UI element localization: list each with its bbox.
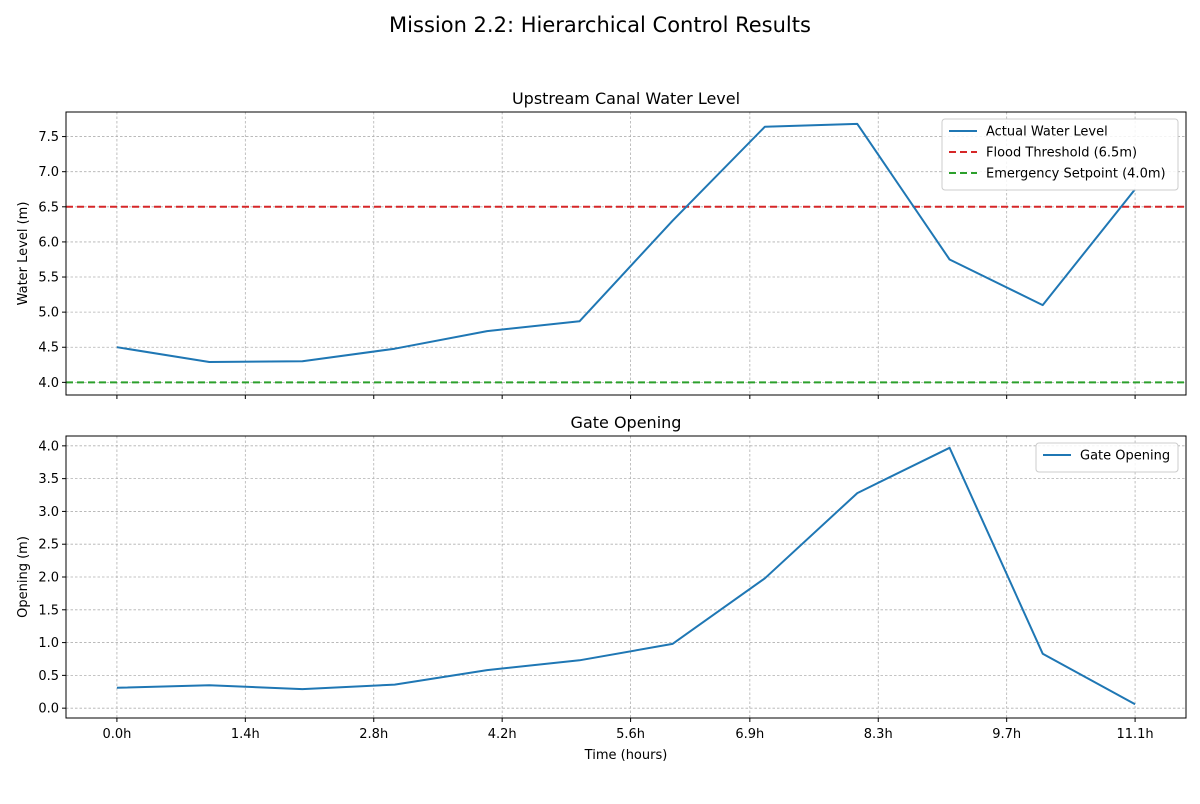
y-tick-label: 7.0 [38,165,59,180]
y-axis-label: Opening (m) [16,536,31,618]
axes-frame [65,111,1187,396]
x-tick-label: 8.3h [864,727,893,742]
x-tick-label: 4.2h [488,727,517,742]
y-tick-label: 0.0 [38,702,59,717]
legend-label: Gate Opening [1080,449,1170,464]
y-tick-label: 7.5 [38,130,59,145]
y-tick-label: 4.0 [38,439,59,454]
x-tick-label: 1.4h [231,727,260,742]
y-tick-label: 4.0 [38,376,59,391]
y-tick-label: 1.0 [38,636,59,651]
x-tick-label: 9.7h [992,727,1021,742]
y-tick-label: 4.5 [38,341,59,356]
x-tick-label: 0.0h [102,727,131,742]
x-tick-label: 2.8h [359,727,388,742]
y-tick-label: 2.5 [38,538,59,553]
x-tick-label: 6.9h [735,727,764,742]
legend-box [941,118,1179,191]
water-level-chart: 4.0 4.5 5.0 5.5 6.0 6.5 7.0 7.5 Upstream Canal W… [16,89,1187,399]
y-tick-label: 6.5 [38,200,59,215]
legend-box [1035,442,1179,473]
series-line [116,122,1136,363]
y-tick-label: 3.0 [38,505,59,520]
x-tick-label: 5.6h [616,727,645,742]
series-line [116,446,1136,706]
x-axis-label: Time (hours) [584,748,668,763]
gate-opening-chart: 0.0 0.5 1.0 1.5 2.0 2.5 3.0 3.5 4.0 0.0h 1.4h 2.8h 4… [16,413,1187,763]
axes-title: Gate Opening [571,413,682,432]
y-axis-label: Water Level (m) [16,202,31,306]
legend: Actual Water Level Flood Threshold (6.5m)… [941,118,1179,191]
y-tick-label: 1.5 [38,603,59,618]
y-tick-label: 5.0 [38,306,59,321]
y-tick-label: 0.5 [38,669,59,684]
legend: Gate Opening [1035,442,1179,473]
x-tick-label: 11.1h [1116,727,1153,742]
legend-label: Emergency Setpoint (4.0m) [986,167,1166,182]
y-tick-label: 2.0 [38,571,59,586]
axes-title: Upstream Canal Water Level [512,89,740,108]
y-tick-label: 3.5 [38,472,59,487]
y-tick-label: 6.0 [38,235,59,250]
y-tick-label: 5.5 [38,271,59,286]
legend-label: Flood Threshold (6.5m) [986,146,1137,161]
figure-title: Mission 2.2: Hierarchical Control Result… [389,13,811,37]
legend-label: Actual Water Level [986,125,1108,140]
